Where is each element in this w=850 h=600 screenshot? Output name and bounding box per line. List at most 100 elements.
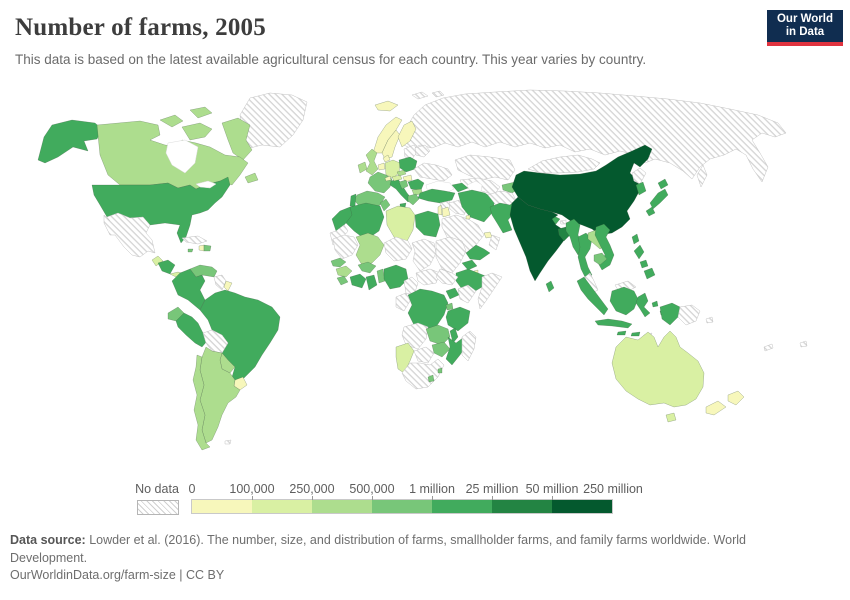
country-russia-sakhalin[interactable] [696, 164, 708, 188]
country-indonesia-sulawesi[interactable] [635, 292, 651, 318]
country-sri-lanka[interactable] [545, 280, 555, 293]
country-finland[interactable] [397, 120, 417, 148]
country-malawi[interactable] [449, 327, 459, 344]
country-uganda[interactable] [445, 287, 460, 300]
country-mongolia[interactable] [527, 154, 601, 174]
legend-bin-2[interactable] [312, 500, 372, 513]
country-indonesia-lesser-sunda[interactable] [616, 330, 641, 337]
country-caucasus[interactable] [451, 182, 469, 193]
country-congo-gabon[interactable] [395, 292, 411, 312]
country-sierra-leone-liberia[interactable] [336, 275, 349, 286]
country-indonesia-borneo[interactable] [609, 286, 639, 316]
country-canada-victoria[interactable] [181, 122, 213, 141]
country-guinea[interactable] [335, 265, 353, 278]
country-australia-tasmania[interactable] [665, 412, 677, 423]
country-serbia-croatia[interactable] [398, 179, 409, 190]
country-colombia[interactable] [171, 268, 206, 311]
country-libya[interactable] [385, 205, 416, 244]
country-bolivia[interactable] [202, 329, 229, 354]
country-oman[interactable] [488, 234, 501, 251]
country-mali[interactable] [355, 232, 385, 266]
country-solomon-islands[interactable] [705, 316, 714, 324]
country-zimbabwe[interactable] [431, 341, 451, 358]
country-uruguay[interactable] [233, 376, 248, 391]
country-peru[interactable] [175, 312, 209, 348]
country-canada-baffin[interactable] [221, 117, 253, 161]
country-cuba[interactable] [181, 235, 208, 245]
country-kazakhstan[interactable] [454, 154, 516, 181]
country-greece[interactable] [407, 193, 420, 206]
country-senegal[interactable] [330, 257, 347, 268]
country-north-korea[interactable] [631, 167, 647, 185]
country-indonesia-java[interactable] [594, 318, 633, 329]
country-iceland[interactable] [374, 100, 399, 112]
country-jamaica[interactable] [187, 248, 194, 253]
country-kuwait[interactable] [465, 214, 471, 220]
country-turkey[interactable] [417, 188, 456, 204]
country-bhutan[interactable] [559, 219, 567, 225]
country-south-sudan[interactable] [435, 268, 459, 286]
country-japan-hokkaido[interactable] [657, 178, 669, 190]
country-greenland[interactable] [239, 92, 308, 149]
country-japan-kyushu[interactable] [645, 206, 656, 217]
country-russia[interactable] [403, 89, 787, 183]
country-indonesia-west-papua[interactable] [659, 302, 681, 326]
country-denmark[interactable] [382, 154, 391, 163]
country-portugal[interactable] [349, 193, 357, 208]
country-yemen[interactable] [465, 244, 491, 261]
owid-logo[interactable]: Our World in Data [767, 10, 843, 46]
country-burkina-faso[interactable] [357, 261, 377, 274]
country-mexico[interactable] [103, 212, 156, 258]
country-japan-honshu[interactable] [649, 188, 669, 210]
country-angola[interactable] [401, 322, 429, 350]
country-ukraine[interactable] [413, 162, 453, 182]
country-honduras-nicaragua[interactable] [157, 259, 176, 275]
country-chile[interactable] [192, 354, 211, 451]
country-canada-arctic-west[interactable] [159, 106, 213, 128]
country-lesotho[interactable] [427, 374, 435, 383]
legend-bin-6[interactable] [552, 500, 612, 513]
country-vietnam[interactable] [594, 223, 615, 271]
country-south-korea[interactable] [635, 181, 647, 196]
country-cambodia[interactable] [593, 252, 608, 266]
country-philippines-visayas[interactable] [639, 259, 649, 269]
country-ireland[interactable] [357, 161, 368, 174]
country-france[interactable] [367, 171, 393, 194]
country-haiti[interactable] [198, 244, 205, 252]
country-papua-new-guinea[interactable] [677, 304, 701, 326]
country-belarus[interactable] [414, 144, 431, 158]
country-austria[interactable] [391, 174, 403, 182]
country-indonesia-sumatra[interactable] [576, 276, 609, 316]
country-eritrea[interactable] [461, 259, 478, 271]
country-guyana-suriname[interactable] [213, 274, 227, 291]
legend-bin-5[interactable] [492, 500, 552, 513]
country-new-caledonia[interactable] [763, 343, 774, 352]
legend-bin-4[interactable] [432, 500, 492, 513]
country-israel-lebanon[interactable] [437, 204, 443, 216]
country-drc[interactable] [407, 288, 449, 332]
country-svalbard[interactable] [411, 90, 445, 100]
country-ghana[interactable] [365, 274, 378, 291]
legend-bin-0[interactable] [192, 500, 252, 513]
country-nigeria[interactable] [383, 264, 409, 290]
country-germany[interactable] [384, 159, 401, 179]
country-new-zealand-south[interactable] [705, 400, 727, 416]
country-switzerland[interactable] [384, 175, 392, 182]
country-guatemala[interactable] [151, 255, 164, 267]
legend-no-data-swatch[interactable] [137, 500, 179, 515]
country-canada-newfoundland[interactable] [244, 172, 259, 184]
country-sudan[interactable] [435, 236, 467, 274]
country-united-arab-emirates[interactable] [483, 231, 493, 239]
country-tunisia[interactable] [379, 198, 391, 212]
country-zambia[interactable] [425, 324, 451, 346]
country-czechia[interactable] [396, 169, 407, 177]
country-new-zealand-north[interactable] [727, 390, 745, 406]
attribution-link[interactable]: OurWorldinData.org/farm-size | CC BY [10, 568, 225, 582]
country-somalia[interactable] [477, 272, 503, 310]
country-falkland-islands[interactable] [224, 439, 232, 445]
country-usa-alaska[interactable] [37, 119, 103, 164]
legend-bin-3[interactable] [372, 500, 432, 513]
country-tanzania[interactable] [445, 306, 471, 332]
country-philippines-mindanao[interactable] [643, 267, 656, 280]
country-jordan[interactable] [441, 206, 451, 218]
